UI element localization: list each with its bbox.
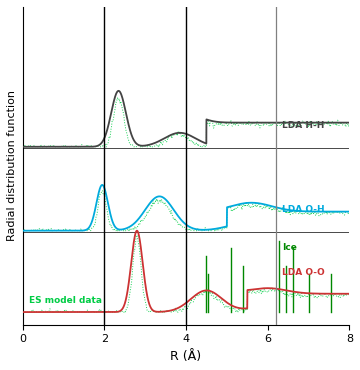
Text: LDA H-H: LDA H-H — [282, 121, 324, 130]
Y-axis label: Radial distribution function: Radial distribution function — [7, 90, 17, 241]
Text: LDA O-H: LDA O-H — [282, 205, 325, 213]
Text: LDA O-O: LDA O-O — [282, 268, 325, 277]
Text: ES model data: ES model data — [29, 296, 102, 305]
Text: Ice: Ice — [282, 243, 297, 252]
X-axis label: R (Å): R (Å) — [170, 350, 202, 363]
